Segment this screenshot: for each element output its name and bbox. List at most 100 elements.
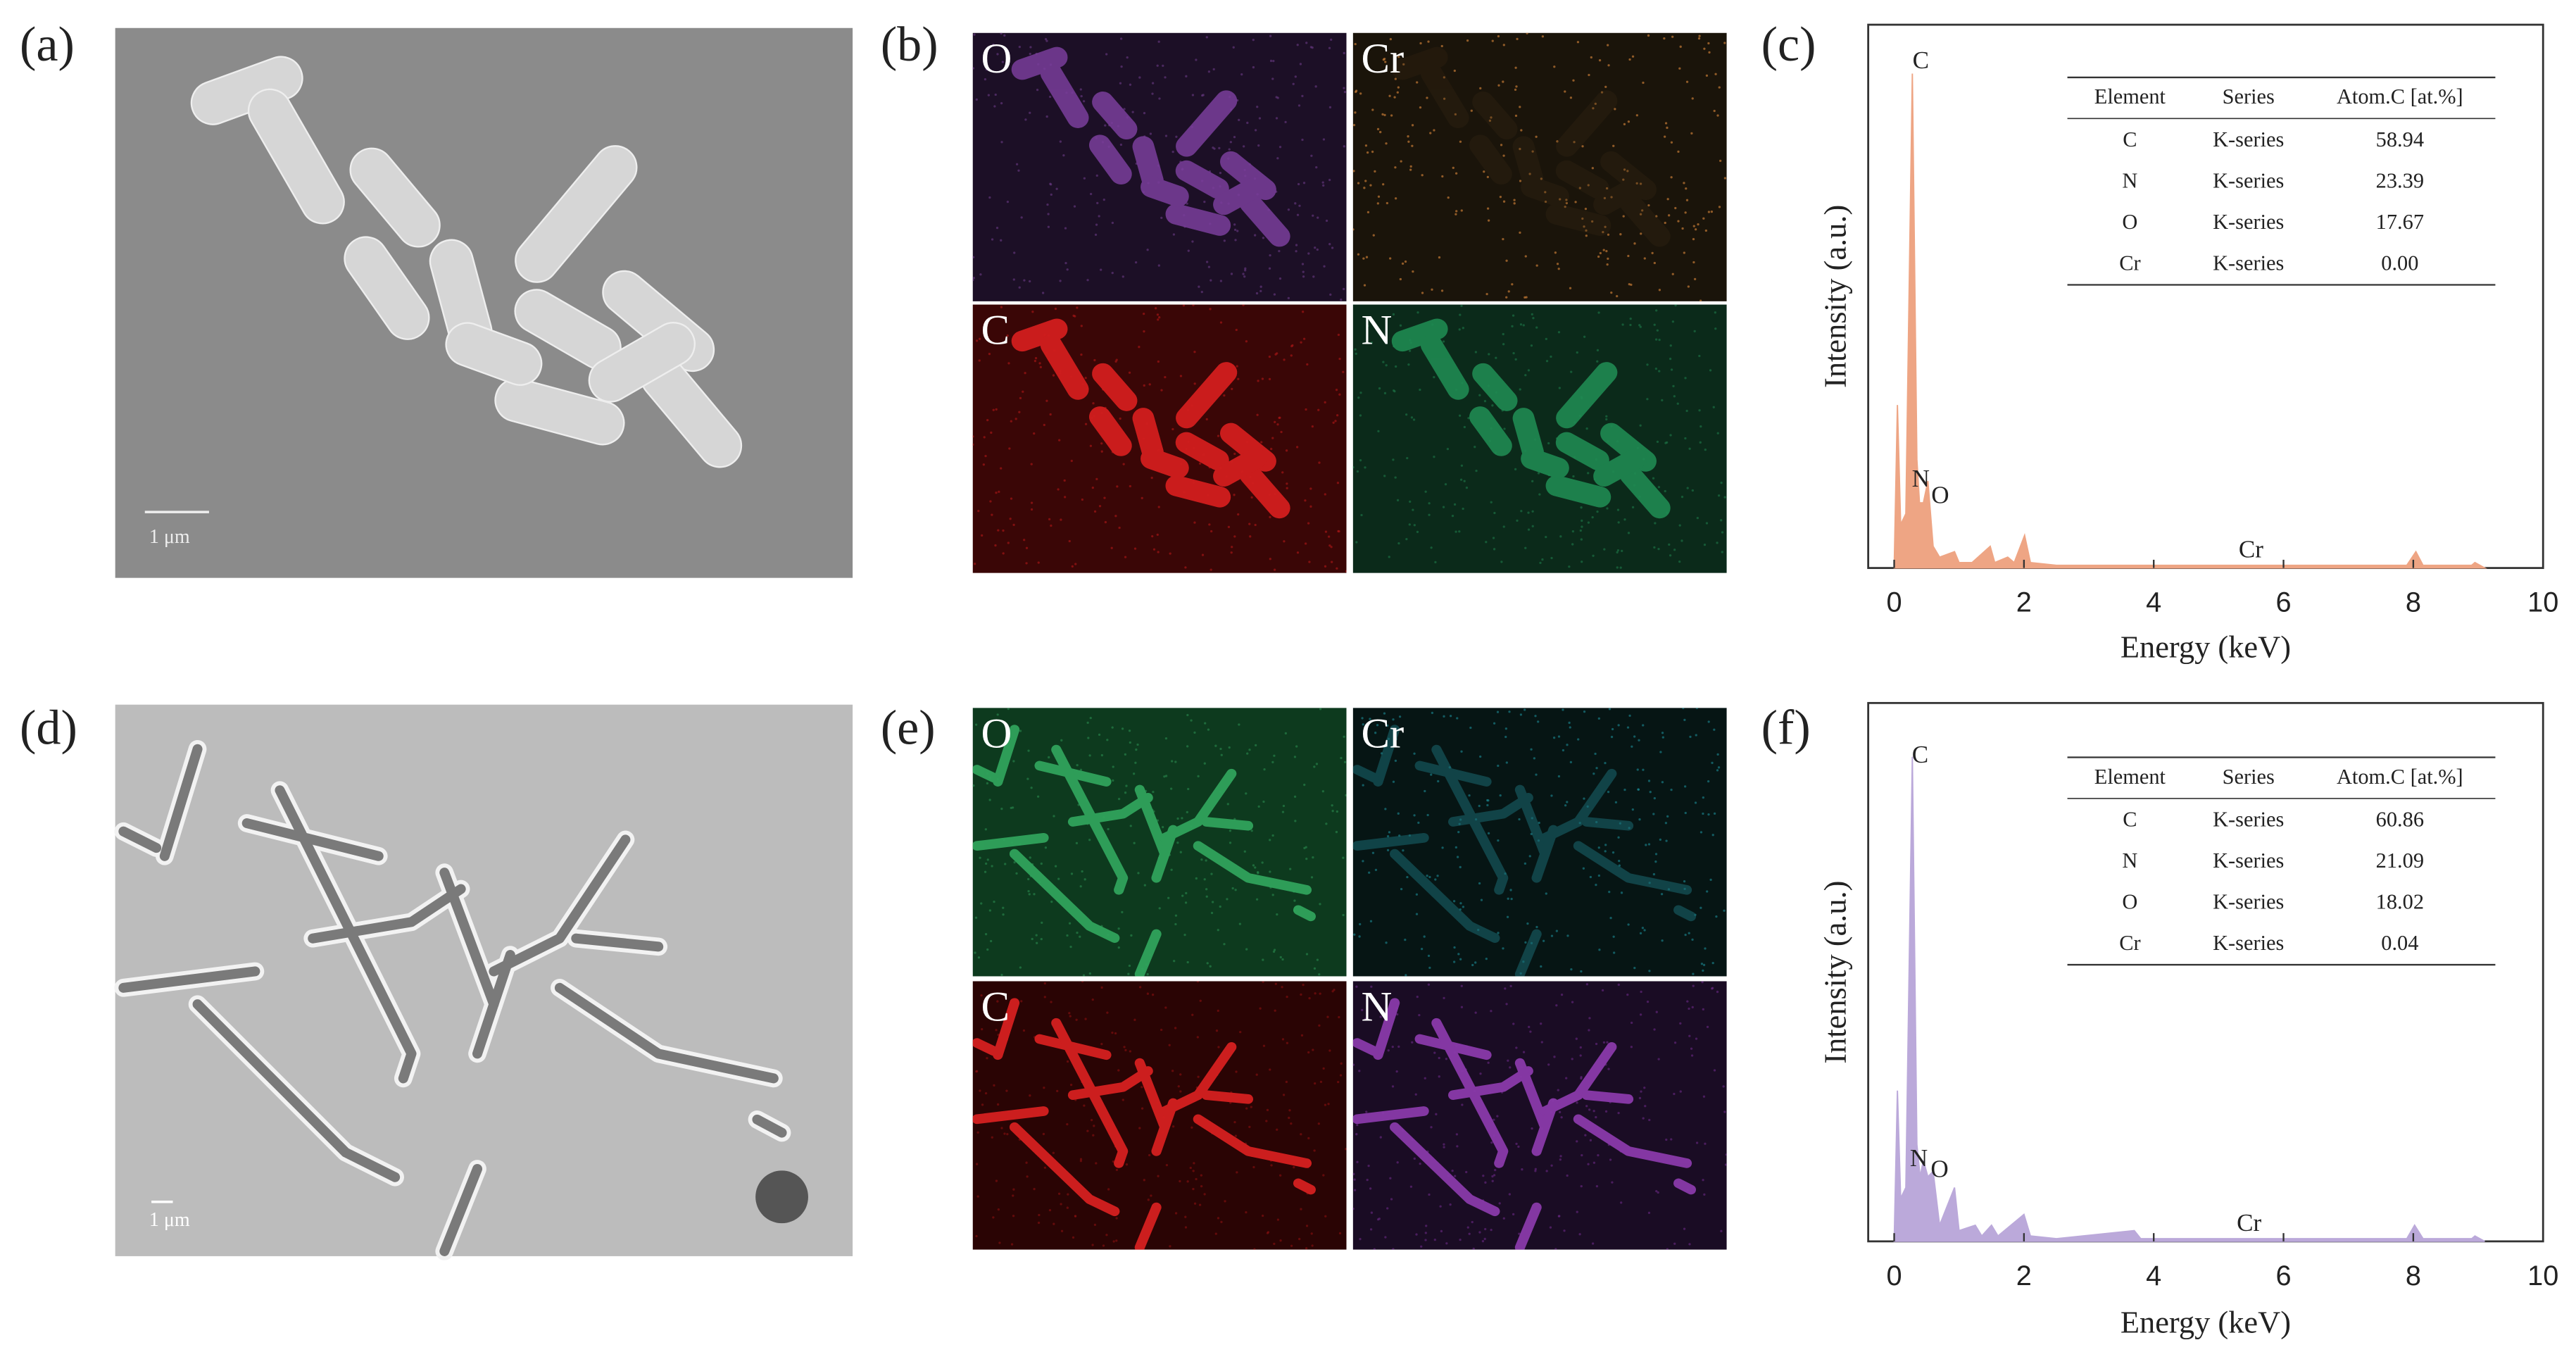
map-dot	[1041, 921, 1043, 924]
map-dot	[974, 563, 976, 565]
map-dot	[1081, 870, 1083, 873]
x-tick-label: 2	[2016, 1260, 2032, 1291]
map-dot	[1303, 846, 1306, 850]
map-dot	[1365, 256, 1369, 258]
map-dot	[1717, 494, 1721, 497]
map-dot	[1519, 180, 1522, 182]
map-dot	[1357, 253, 1360, 256]
map-dot	[1060, 1203, 1062, 1206]
map-dot	[1600, 91, 1604, 94]
map-dot	[976, 1195, 979, 1198]
x-axis-label: Energy (keV)	[2121, 1304, 2291, 1339]
map-dot	[1527, 369, 1531, 372]
map-dot	[1458, 530, 1461, 533]
map-dot	[1623, 788, 1626, 791]
map-dot	[1042, 1132, 1045, 1136]
map-dot	[1405, 538, 1408, 541]
map-dot	[1234, 239, 1237, 242]
map-dot	[1393, 390, 1396, 393]
map-dot	[1068, 922, 1072, 925]
map-dot	[1392, 458, 1395, 461]
map-dot	[1192, 304, 1195, 306]
map-dot	[1338, 357, 1341, 361]
map-dot	[1352, 1207, 1355, 1210]
map-dot	[1130, 934, 1133, 937]
map-dot	[1569, 96, 1573, 99]
map-dot	[1379, 1015, 1382, 1018]
map-dot	[1471, 963, 1474, 967]
map-dot	[1509, 1066, 1512, 1069]
map-dot	[1327, 1103, 1330, 1106]
map-dot	[1581, 217, 1584, 220]
map-dot	[1195, 58, 1198, 61]
map-dot	[1669, 554, 1672, 557]
map-dot	[1369, 1187, 1372, 1190]
map-dot	[1446, 447, 1450, 451]
map-dot	[1300, 1034, 1304, 1037]
map-dot	[1238, 118, 1240, 122]
table-cell: N	[2122, 168, 2137, 192]
map-dot	[1079, 1158, 1083, 1160]
cell	[1040, 334, 1089, 400]
map-dot	[1555, 930, 1558, 932]
map-dot	[1397, 86, 1400, 89]
map-dot	[1285, 1080, 1288, 1084]
map-dot	[1286, 996, 1288, 999]
map-dot	[1376, 724, 1379, 727]
map-dot	[1355, 541, 1358, 544]
map-dot	[1022, 1029, 1026, 1032]
map-dot	[1389, 257, 1392, 260]
map-dot	[1383, 57, 1386, 61]
map-dot	[1033, 432, 1036, 435]
map-dot	[1678, 524, 1681, 527]
map-dot	[1483, 1237, 1486, 1241]
map-dot	[1359, 92, 1362, 95]
map-dot	[1158, 316, 1161, 319]
map-dot	[1679, 1090, 1682, 1093]
map-dot	[1009, 518, 1012, 520]
map-dot	[1355, 352, 1357, 356]
map-dot	[979, 1089, 981, 1092]
map-dot	[1485, 541, 1488, 544]
map-dot	[1688, 1243, 1691, 1246]
map-dot	[1309, 46, 1312, 49]
map-dot	[1514, 468, 1517, 471]
map-dot	[1580, 538, 1583, 541]
map-dot	[1666, 198, 1669, 201]
map-dot	[1386, 201, 1389, 205]
map-dot	[1486, 207, 1490, 210]
map-dot	[1509, 889, 1512, 891]
map-dot	[1302, 337, 1306, 340]
map-dot	[1672, 384, 1675, 387]
map-dot	[1545, 892, 1547, 895]
map-dot	[1084, 423, 1088, 425]
map-dot	[1125, 1163, 1129, 1166]
map-dot	[1420, 1245, 1423, 1248]
map-dot	[1635, 114, 1638, 117]
map-dot	[1658, 370, 1661, 373]
map-dot	[1281, 1038, 1285, 1041]
map-dot	[1562, 708, 1564, 711]
map-dot	[1105, 1234, 1108, 1237]
map-dot	[1694, 228, 1697, 231]
map-dot	[1356, 470, 1359, 473]
map-dot	[1184, 566, 1187, 569]
map-dot	[1573, 141, 1576, 144]
cell	[1141, 448, 1189, 479]
map-dot	[1383, 392, 1387, 394]
map-dot	[1271, 760, 1274, 763]
map-dot	[1064, 261, 1067, 265]
map-dot	[1711, 761, 1714, 764]
map-dot	[1460, 464, 1464, 467]
map-dot	[1602, 1041, 1606, 1044]
map-dot	[1269, 1068, 1271, 1071]
map-dot	[1535, 773, 1538, 776]
map-dot	[1460, 984, 1463, 987]
map-dot	[1631, 55, 1635, 58]
map-dot	[1151, 994, 1155, 996]
map-dot	[1493, 1174, 1496, 1177]
map-dot	[1261, 1214, 1264, 1218]
map-dot	[1081, 498, 1084, 501]
map-dot	[1474, 961, 1477, 964]
